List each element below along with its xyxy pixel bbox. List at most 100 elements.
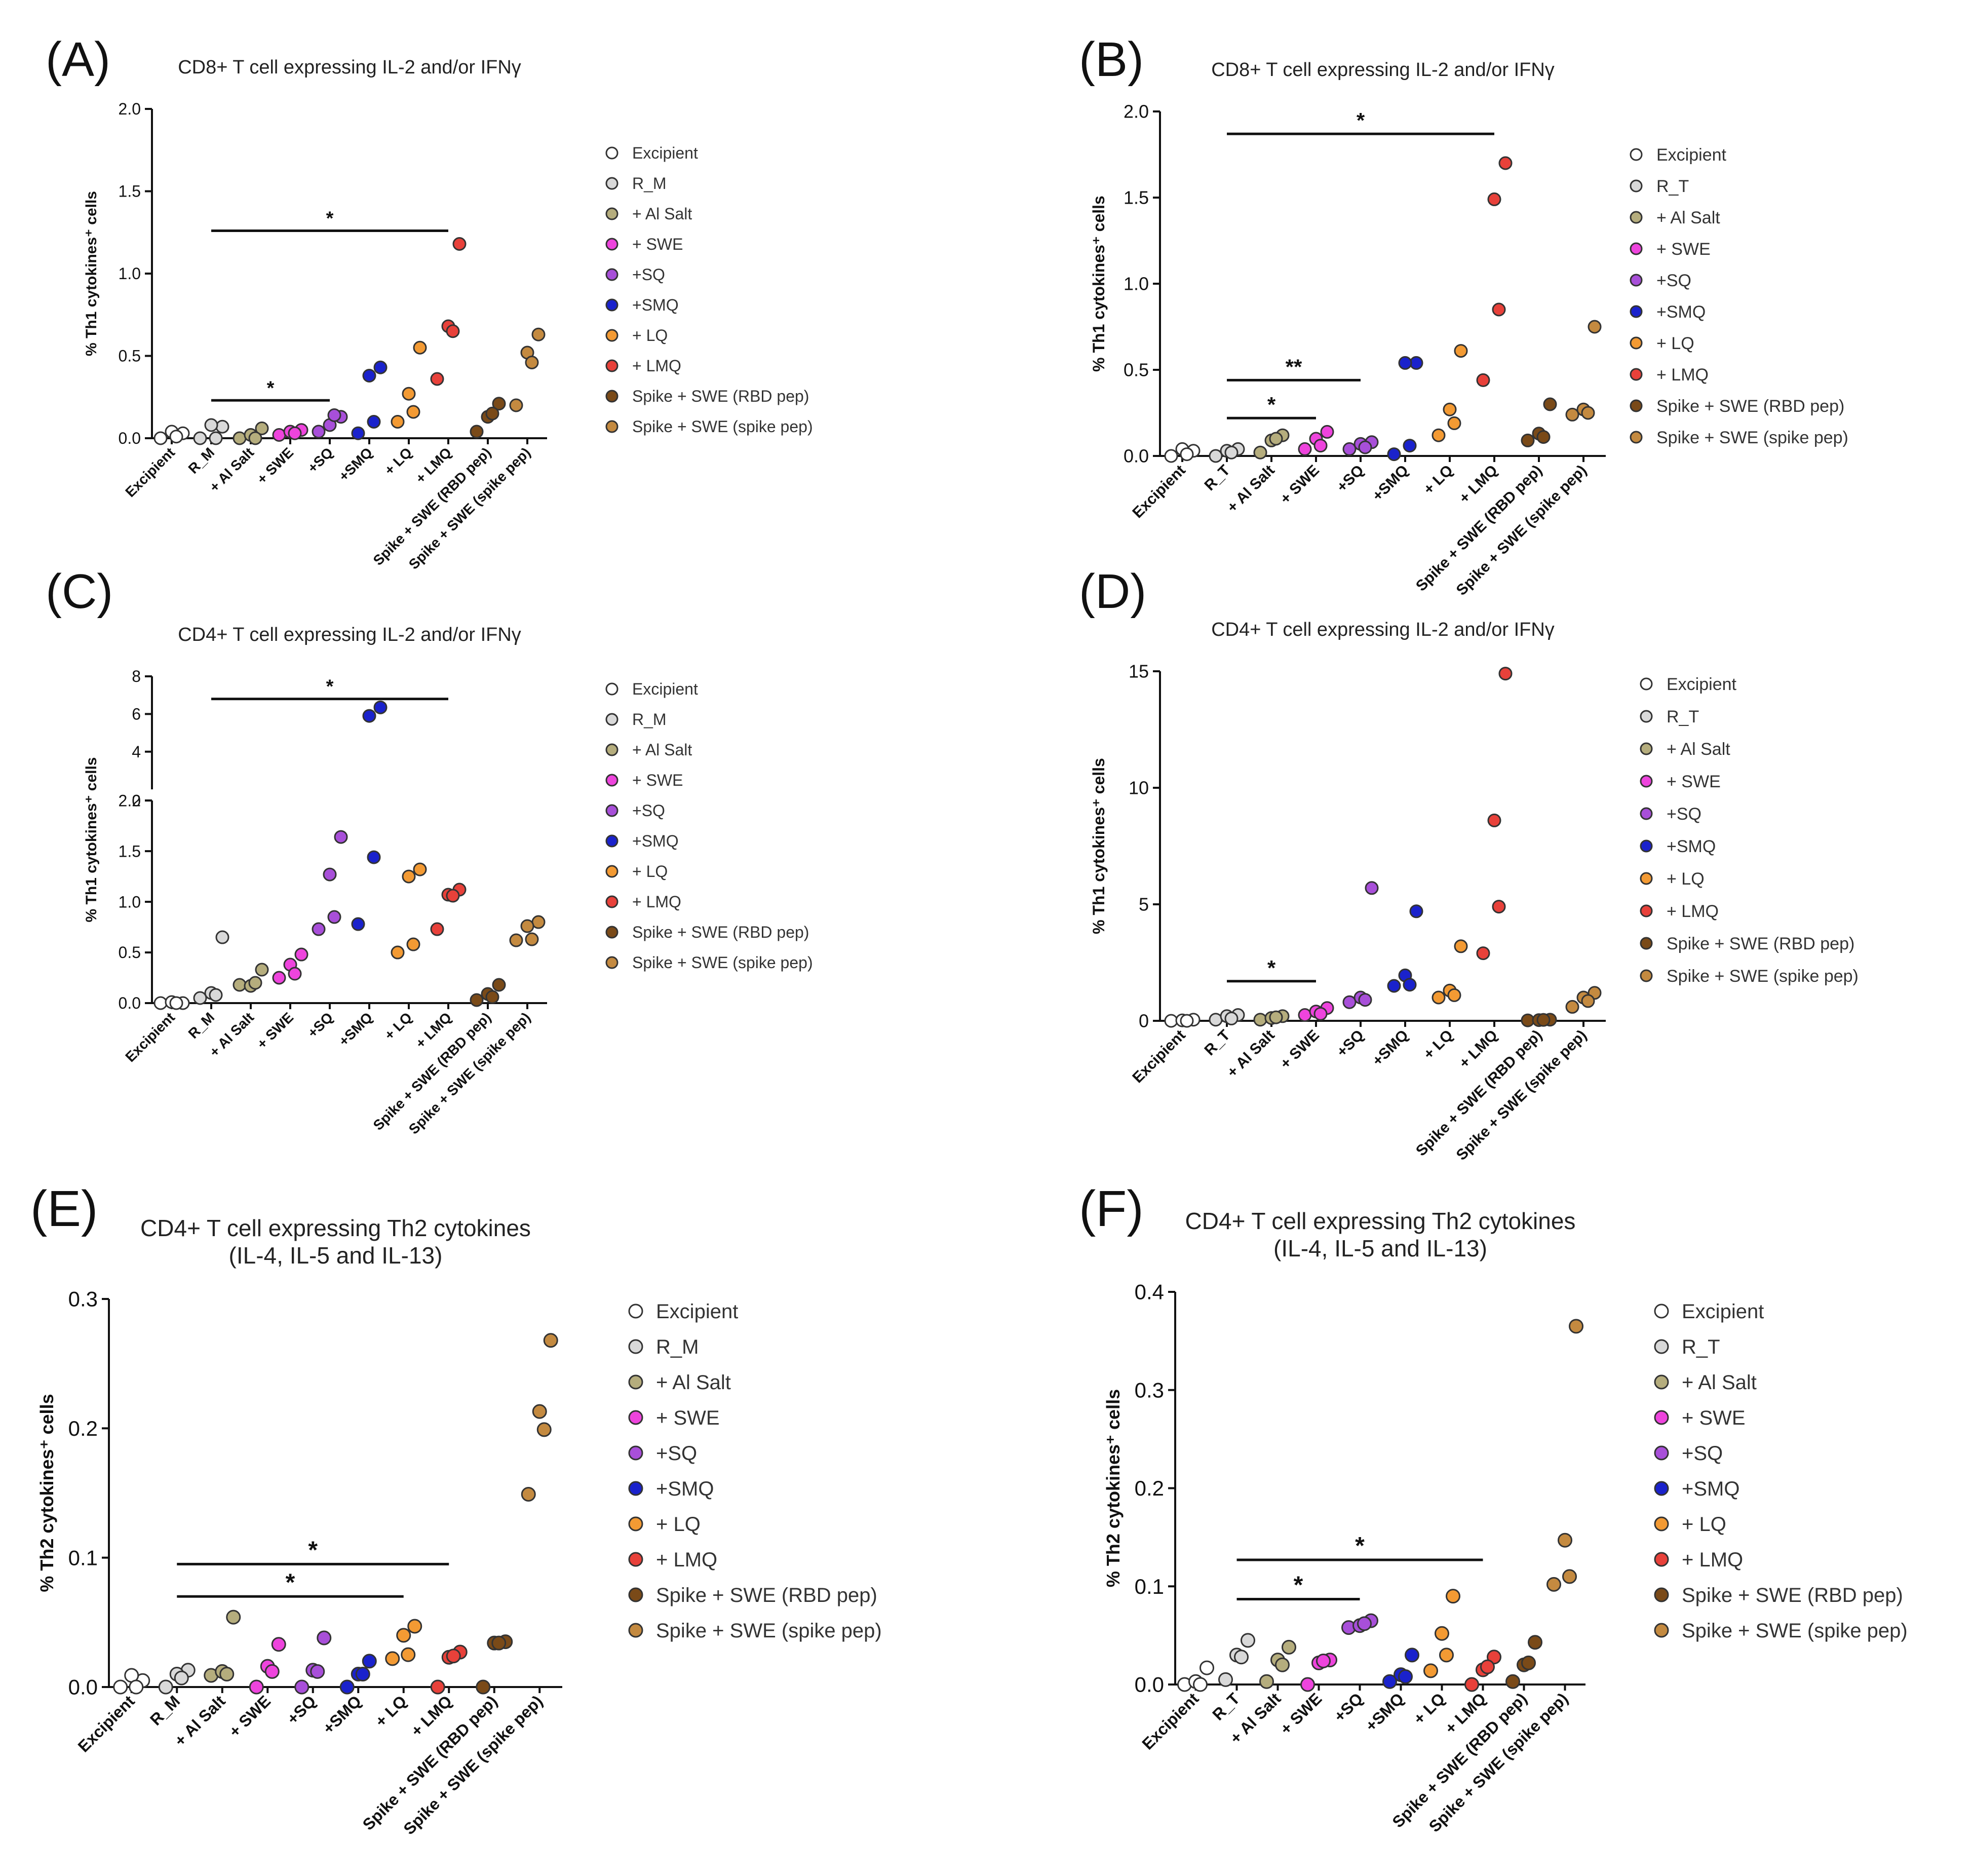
legend-label: + Al Salt	[656, 1371, 731, 1394]
legend-marker	[1630, 305, 1643, 318]
legend-label: Excipient	[1656, 145, 1727, 165]
significance-label: *	[1357, 108, 1365, 132]
legend-label: +SQ	[1667, 805, 1701, 824]
data-point	[1498, 156, 1513, 170]
data-point	[1357, 1616, 1372, 1631]
y-tick-label: 0.0	[1124, 446, 1149, 467]
data-point	[430, 1679, 445, 1695]
legend-label: Spike + SWE (spike pep)	[1667, 967, 1859, 986]
data-point	[1234, 1650, 1249, 1665]
data-point	[1487, 813, 1501, 827]
data-point	[1492, 302, 1506, 317]
data-point	[1558, 1533, 1572, 1548]
legend-marker	[628, 1339, 643, 1354]
legend-label: +SMQ	[656, 1478, 714, 1500]
y-axis-label: % Th1 cytokines⁺ cells	[1090, 758, 1108, 934]
data-point	[1480, 1659, 1495, 1674]
data-point	[1259, 1674, 1274, 1689]
legend-marker	[1630, 431, 1643, 444]
data-point	[1543, 397, 1557, 411]
legend-marker	[1630, 399, 1643, 412]
legend-label: Excipient	[656, 1300, 738, 1323]
data-point	[1447, 416, 1461, 430]
data-point	[219, 1666, 235, 1681]
data-point	[1443, 402, 1457, 416]
data-point	[1464, 1677, 1479, 1692]
data-point	[396, 1628, 411, 1643]
legend-marker	[1640, 775, 1653, 788]
data-point	[1487, 192, 1501, 206]
legend-label: +SQ	[1682, 1442, 1723, 1465]
legend-label: + SWE	[656, 1407, 720, 1429]
chart-title: CD4+ T cell expressing Th2 cytokines	[140, 1215, 531, 1241]
y-tick-label: 0.4	[1135, 1280, 1164, 1304]
data-point	[1253, 445, 1267, 460]
legend-marker	[1654, 1623, 1669, 1638]
legend-marker	[1654, 1587, 1669, 1602]
legend-label: Excipient	[632, 144, 698, 162]
legend-marker	[605, 146, 618, 160]
significance-label: *	[1355, 1533, 1365, 1559]
data-point	[470, 993, 484, 1007]
data-point	[402, 387, 416, 401]
data-point	[288, 426, 302, 440]
data-point	[351, 917, 365, 931]
legend-marker	[605, 238, 618, 251]
y-tick-label: 0.0	[68, 1675, 98, 1699]
legend-marker	[605, 329, 618, 342]
y-tick-label: 0.3	[1135, 1378, 1164, 1402]
legend-marker	[605, 956, 618, 969]
data-point	[362, 709, 376, 723]
data-point	[446, 324, 460, 338]
data-point	[1253, 1013, 1267, 1027]
legend-label: + SWE	[632, 235, 683, 253]
data-point	[1313, 439, 1328, 453]
data-point	[158, 1679, 173, 1695]
y-tick-label: 1.0	[119, 893, 141, 911]
data-point	[1313, 1007, 1328, 1021]
data-point	[476, 1679, 491, 1695]
data-point	[1476, 373, 1490, 387]
data-point	[1565, 407, 1579, 422]
legend-label: + Al Salt	[1656, 208, 1720, 227]
y-tick-label: 0	[1139, 1011, 1149, 1031]
data-point	[1521, 1655, 1536, 1670]
y-tick-label: 2	[132, 791, 141, 810]
panel-letter: (D)	[1079, 564, 1146, 619]
legend-label: + Al Salt	[632, 205, 692, 223]
data-point	[367, 415, 381, 429]
legend-marker	[605, 865, 618, 878]
chart-title: CD8+ T cell expressing IL-2 and/or IFNγ	[178, 57, 521, 78]
data-point	[209, 988, 223, 1002]
data-point	[233, 431, 247, 445]
legend-label: Excipient	[1682, 1300, 1764, 1323]
data-point	[1405, 1648, 1419, 1663]
data-point	[1505, 1674, 1520, 1689]
y-tick-label: 0.0	[119, 429, 141, 447]
data-point	[509, 933, 523, 947]
legend-marker	[1630, 336, 1643, 350]
data-point	[233, 978, 247, 992]
data-point	[1409, 356, 1423, 370]
legend-marker	[605, 834, 618, 848]
legend-label: R_T	[1656, 177, 1689, 196]
data-point	[174, 1670, 189, 1686]
data-point	[1241, 1633, 1255, 1648]
legend-label: Excipient	[632, 680, 698, 698]
legend-label: R_M	[632, 710, 667, 729]
y-tick-label: 1.0	[119, 264, 141, 283]
data-point	[1209, 1013, 1223, 1027]
data-point	[1193, 1677, 1208, 1692]
data-point	[525, 932, 539, 946]
legend-label: Spike + SWE (RBD pep)	[632, 923, 809, 941]
legend-label: + SWE	[1656, 240, 1711, 259]
data-point	[1536, 1013, 1551, 1027]
data-point	[271, 1637, 286, 1652]
data-point	[153, 431, 168, 445]
data-point	[1521, 1013, 1535, 1027]
data-point	[406, 937, 420, 951]
chart-title: CD4+ T cell expressing Th2 cytokines	[1185, 1208, 1576, 1234]
data-point	[543, 1333, 558, 1348]
legend-marker	[1654, 1374, 1669, 1390]
data-point	[1398, 1669, 1413, 1684]
